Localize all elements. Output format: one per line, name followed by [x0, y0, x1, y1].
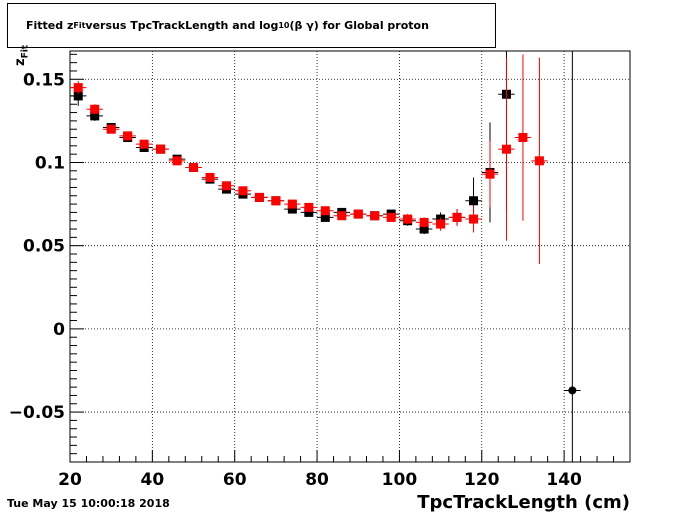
data-point [90, 104, 100, 114]
data-point [518, 133, 528, 143]
data-point [156, 144, 166, 154]
y-tick-label: 0 [53, 320, 65, 340]
x-tick-label: 40 [141, 470, 165, 490]
y-axis-label-sub: Fit [20, 44, 31, 59]
x-tick-label: 80 [305, 470, 329, 490]
x-tick-label: 140 [546, 470, 582, 490]
data-point [452, 212, 462, 222]
data-point [534, 156, 544, 166]
data-point [501, 144, 511, 154]
tick-labels: 20 40 60 80 100 120 140 −0.05 0 0.05 0.1 0.15 [9, 70, 582, 490]
chart-title: Fitted z Fit versus TpcTrackLength and lo… [7, 3, 496, 48]
y-tick-label: −0.05 [9, 403, 65, 423]
title-sub2: 10 [278, 21, 290, 30]
y-tick-label: 0.05 [23, 237, 65, 257]
x-tick-label: 20 [58, 470, 82, 490]
data-point [304, 207, 314, 217]
plot-frame [69, 50, 631, 463]
data-point [485, 169, 495, 179]
x-tick-label: 100 [382, 470, 418, 490]
y-axis-label: zFit [13, 45, 31, 66]
data-point [304, 202, 314, 212]
data-point [469, 214, 479, 224]
data-point [386, 212, 396, 222]
axis-ticks [69, 53, 631, 463]
data-point [419, 217, 429, 227]
data-point [90, 111, 100, 121]
data-point [205, 172, 215, 182]
title-middle: versus TpcTrackLength and log [85, 19, 279, 32]
series-red [70, 54, 548, 264]
data-point [469, 196, 479, 206]
grid-lines [70, 51, 630, 462]
data-point [353, 209, 363, 219]
timestamp: Tue May 15 10:00:18 2018 [7, 497, 170, 510]
data-point [403, 214, 413, 224]
data-point [370, 211, 380, 221]
data-point [320, 206, 330, 216]
data-point [123, 131, 133, 141]
data-point [287, 199, 297, 209]
data-point [320, 212, 330, 222]
y-tick-label: 0.15 [23, 70, 65, 90]
data-point [73, 83, 83, 93]
data-point [287, 204, 297, 214]
title-prefix: Fitted z [26, 19, 74, 32]
data-point [271, 196, 281, 206]
data-marks [70, 51, 581, 462]
x-axis-label: TpcTrackLength (cm) [417, 492, 630, 513]
data-point [172, 156, 182, 166]
y-axis-label-main: z [13, 58, 28, 66]
data-point [419, 224, 429, 234]
data-point [436, 219, 446, 229]
data-point [221, 181, 231, 191]
title-sub: Fit [73, 21, 86, 30]
data-point [238, 186, 248, 196]
data-point [568, 386, 577, 395]
data-point [73, 91, 83, 101]
y-tick-label: 0.1 [35, 153, 65, 173]
title-suffix: (β γ) for Global proton [289, 19, 429, 32]
data-point [189, 162, 199, 172]
x-tick-label: 120 [464, 470, 500, 490]
data-point [106, 124, 116, 134]
data-point [337, 211, 347, 221]
data-point [254, 192, 264, 202]
series-black [70, 51, 581, 462]
x-tick-label: 60 [223, 470, 247, 490]
data-point [139, 139, 149, 149]
